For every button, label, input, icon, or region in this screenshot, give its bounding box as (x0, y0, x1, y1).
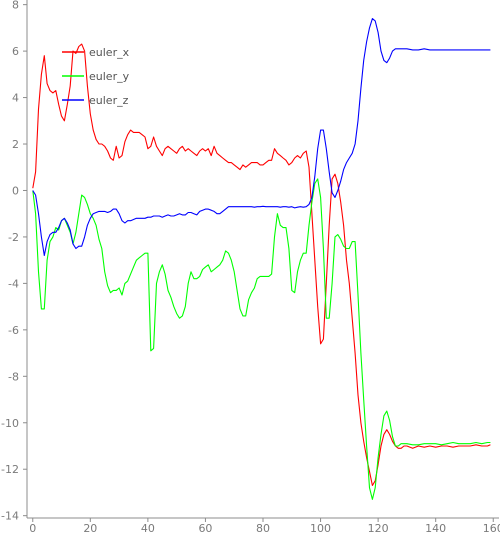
y-tick-label: -6 (8, 324, 19, 337)
y-tick-label: 2 (12, 138, 19, 151)
x-tick-label: 120 (368, 522, 389, 534)
x-tick-label: 80 (256, 522, 270, 534)
x-tick-label: 40 (141, 522, 155, 534)
series-layer (32, 18, 491, 500)
y-tick-label: -8 (8, 370, 19, 383)
legend-label-euler-y: euler_y (89, 70, 130, 83)
legend-label-euler-z: euler_z (89, 94, 129, 107)
x-tick-label: 140 (425, 522, 446, 534)
y-tick-label: 8 (12, 0, 19, 12)
series-line-euler-x (32, 43, 491, 487)
x-tick-label: 0 (29, 522, 36, 534)
y-tick-label: 0 (12, 184, 19, 197)
y-tick-label: -2 (8, 231, 19, 244)
y-tick-label: -10 (1, 417, 19, 430)
chart-legend: euler_x euler_y euler_z (62, 46, 130, 107)
y-tick-label: 6 (12, 45, 19, 58)
y-tick-label: 4 (12, 92, 19, 105)
y-tick-label: -12 (1, 463, 19, 476)
y-tick-label: -4 (8, 277, 19, 290)
x-tick-label: 100 (310, 522, 331, 534)
x-tick-label: 20 (83, 522, 97, 534)
series-line-euler-y (32, 178, 491, 500)
x-tick-label: 60 (198, 522, 212, 534)
series-line-euler-z (32, 18, 491, 257)
legend-label-euler-x: euler_x (89, 46, 130, 59)
x-tick-label: 160 (483, 522, 500, 534)
y-tick-label: -14 (1, 510, 19, 523)
